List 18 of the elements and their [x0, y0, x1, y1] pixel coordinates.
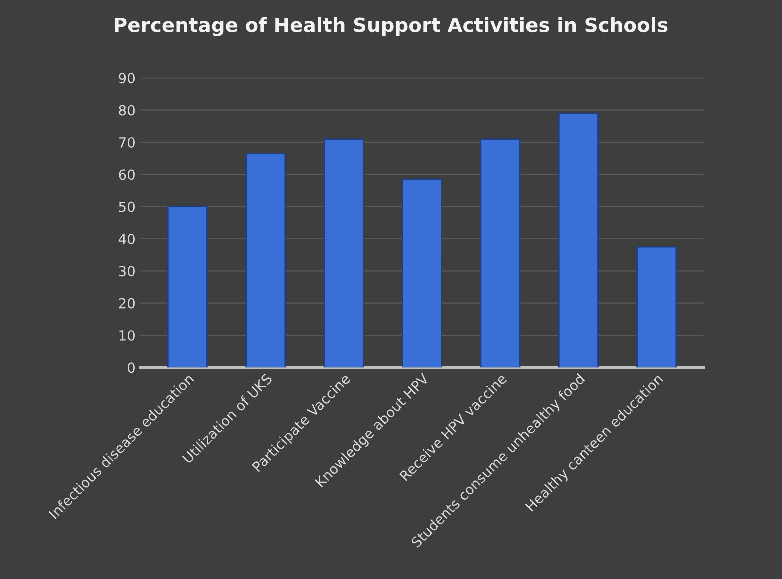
bar: [402, 178, 443, 368]
y-tick-label: 40: [118, 234, 135, 244]
bar: [480, 138, 521, 368]
y-tick-label: 60: [119, 170, 135, 180]
bar: [636, 246, 678, 368]
y-tick-label: 90: [119, 73, 135, 84]
bar: [324, 138, 364, 368]
bar: [558, 112, 599, 368]
y-tick-label: 0: [128, 362, 135, 374]
chart-title: Percentage of Health Support Activities in Schools: [115, 17, 668, 36]
y-tick-label: 70: [119, 137, 135, 148]
y-tick-label: 30: [119, 266, 135, 277]
y-tick-label: 80: [119, 105, 135, 116]
y-tick-label: 50: [119, 202, 135, 212]
y-tick-label: 10: [120, 330, 135, 341]
bar: [167, 206, 208, 368]
y-tick-label: 20: [119, 298, 135, 309]
bar: [246, 153, 286, 368]
